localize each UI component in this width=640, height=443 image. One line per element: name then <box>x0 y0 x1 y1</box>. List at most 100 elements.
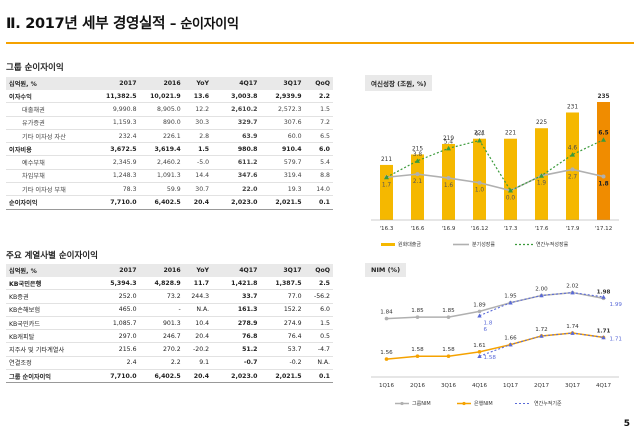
column-header: YoY <box>183 264 213 277</box>
quarterly-growth-label: 2.7 <box>568 174 578 180</box>
quarterly-growth-line <box>386 168 604 192</box>
table-cell: 2,023.0 <box>212 369 261 384</box>
cumulative-growth-label: 6.5 <box>598 131 608 137</box>
x-tick-label: '16.9 <box>442 226 456 232</box>
column-header: 4Q17 <box>212 264 261 277</box>
table-cell: 1.5 <box>304 102 333 117</box>
table-row: KB손해보험 465.0- N.A. 161.3 152.2 6.0 <box>6 303 333 317</box>
loan-bar <box>473 138 486 220</box>
table-cell: 6,402.5 <box>139 369 184 384</box>
bank-nim-label: 1.56 <box>380 350 393 356</box>
quarterly-growth-point <box>446 176 451 181</box>
table-cell: 1,159.3 <box>92 116 140 130</box>
quarterly-growth-point <box>415 172 420 177</box>
cumulative-nim-point <box>570 330 575 335</box>
table-cell: 161.3 <box>212 303 261 317</box>
cumulative-nim-point <box>601 294 606 299</box>
row-label: 이자수익 <box>6 90 93 104</box>
table-cell: 51.2 <box>212 342 261 357</box>
cumulative-growth-label: 6.4 <box>475 132 485 138</box>
x-tick-label: 1Q16 <box>379 383 395 389</box>
table-row: KB캐피탈 297.0 246.7 20.4 76.8 76.4 0.5 <box>6 329 333 344</box>
x-tick-label: 1Q17 <box>503 383 519 389</box>
row-label: 차입부채 <box>6 169 93 184</box>
cumulative-nim-label: 1.8 6 <box>484 321 493 334</box>
bank-nim-point <box>446 354 451 358</box>
cumulative-growth-label: 3.8 <box>413 152 423 158</box>
bank-nim-label: 1.58 <box>411 347 424 353</box>
table-cell: 1,421.8 <box>212 277 261 291</box>
column-header: 4Q17 <box>212 77 261 90</box>
loan-growth-chart-title: 여신성장 (조원, %) <box>365 75 433 91</box>
table-cell: 10,021.9 <box>139 90 184 104</box>
group-nim-label: 2.00 <box>535 286 548 292</box>
table-cell: 5.4 <box>304 155 333 170</box>
quarterly-growth-label: 1.7 <box>382 182 392 188</box>
table-cell: 319.4 <box>260 169 305 184</box>
x-tick-label: '16.12 <box>471 226 489 232</box>
table-cell: 60.0 <box>260 129 305 144</box>
table-cell: -5.0 <box>183 155 213 170</box>
table-cell: 6.5 <box>304 129 333 144</box>
table-cell: 1.5 <box>183 142 213 157</box>
column-header: 2016 <box>139 77 184 90</box>
table-row: KB국민은행 5,394.3 4,828.9 11.7 1,421.8 1,387.5 2.… <box>6 277 333 291</box>
table-cell: 1,248.3 <box>92 169 140 184</box>
x-tick-label: 2Q16 <box>410 383 426 389</box>
nim-chart-title: NIM (%) <box>365 263 407 277</box>
group-nim-label: 1.84 <box>380 310 393 316</box>
table-cell: 76.8 <box>212 329 261 344</box>
loan-growth-chart: 211 215 219 221 221 225 231 235 1.7 2.1 1.6 1.0 0.0 1… <box>371 94 619 248</box>
table-cell: 2.4 <box>92 356 140 371</box>
table-cell: 30.7 <box>183 182 213 197</box>
table-cell: 77.0 <box>260 289 305 304</box>
cumulative-growth-point <box>384 174 389 180</box>
page-title: Ⅱ. 2017년 세부 경영실적 – 순이자이익 <box>6 12 239 33</box>
section-title-subsidiary-nii: 주요 계열사별 순이자이익 <box>6 251 98 261</box>
table-cell: 30.3 <box>183 116 213 130</box>
table-cell: 14.4 <box>183 169 213 184</box>
row-label: 기타 이자성 자산 <box>6 129 93 144</box>
table-row: 유가증권 1,159.3 890.0 30.3 329.7 307.6 7.2 <box>6 116 333 130</box>
row-label: 기타 이자성 부채 <box>6 182 93 197</box>
table-row: 대출채권 9,990.8 8,905.0 12.2 2,610.2 2,572.3 1.5 <box>6 102 333 117</box>
x-tick-label: '17.3 <box>504 226 518 232</box>
table-cell: 20.4 <box>183 329 213 344</box>
row-label: KB캐피탈 <box>6 329 93 344</box>
cumulative-growth-point <box>508 188 513 193</box>
table-row: 지주사 및 기타계열사 215.6 270.2 -20.2 51.2 53.7 -4.7 <box>6 342 333 357</box>
table-cell: 2.2 <box>304 90 333 104</box>
row-label: KB국민카드 <box>6 316 93 331</box>
table-cell: 611.2 <box>212 155 261 170</box>
table-cell: 19.3 <box>260 182 305 197</box>
x-tick-label: 3Q17 <box>565 383 581 389</box>
table-cell: 9.1 <box>183 356 213 371</box>
subsidiary-nii-table: 십억원, % 2017 2016 YoY 4Q17 3Q17 QoQ KB국민은행 5,394.… <box>6 264 333 384</box>
table-cell: 2,610.2 <box>212 102 261 117</box>
table-cell: 0.1 <box>304 195 333 210</box>
table-cell: 5,394.3 <box>92 277 140 291</box>
table-cell: 215.6 <box>92 342 140 357</box>
x-tick-label: '17.12 <box>595 226 613 232</box>
x-tick-label: 2Q17 <box>534 383 550 389</box>
table-cell: 3,619.4 <box>139 142 184 157</box>
cumulative-growth-point <box>446 145 451 151</box>
table-cell: 7,710.0 <box>92 195 140 210</box>
bar-value-label: 231 <box>567 104 578 110</box>
bank-nim-point <box>415 354 420 358</box>
section-title-group-nii: 그룹 순이자이익 <box>6 63 64 73</box>
table-cell: 8,905.0 <box>139 102 184 117</box>
cumulative-nim-label: 1.58 <box>484 355 497 361</box>
cumulative-nim-point <box>539 293 544 298</box>
row-label: 대출채권 <box>6 102 93 117</box>
legend-cumulative-label: 연간누적기준 <box>534 400 562 407</box>
column-header: 2016 <box>139 264 184 277</box>
column-header: 2017 <box>92 77 140 90</box>
bar-value-label: 235 <box>597 94 609 100</box>
table-cell: N.A. <box>183 303 213 317</box>
table-cell: 63.9 <box>212 129 261 144</box>
group-nim-label: 1.89 <box>473 302 486 308</box>
table-cell: 2,572.3 <box>260 102 305 117</box>
row-label: 예수부채 <box>6 155 93 170</box>
page-title-sub: – 순이자이익 <box>169 17 239 32</box>
